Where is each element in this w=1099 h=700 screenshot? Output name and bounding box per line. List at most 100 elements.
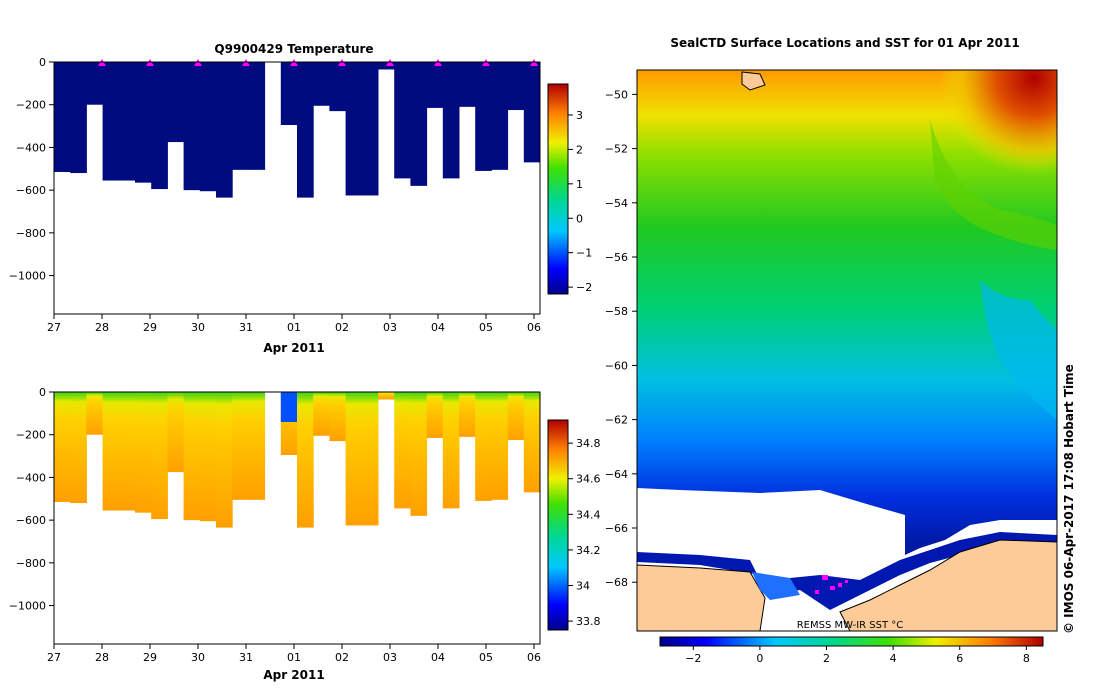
sst-colorbar-celsius-label: 4 <box>890 652 897 665</box>
sst-map-title: SealCTD Surface Locations and SST for 01… <box>670 36 1019 50</box>
salinity-profile-column <box>248 392 266 500</box>
colorbar-tick-label: 34.6 <box>576 473 601 486</box>
x-tick-label: 29 <box>143 321 157 334</box>
temperature-profile-column <box>345 62 363 196</box>
map-y-tick-label: −58 <box>605 305 628 318</box>
temperature-x-axis-label: Apr 2011 <box>263 341 324 355</box>
x-tick-label: 01 <box>287 321 301 334</box>
temperature-profile-column <box>232 62 249 170</box>
temperature-profile-column <box>523 62 540 163</box>
temperature-plot-title: Q9900429 Temperature <box>214 42 373 56</box>
temperature-profile-column <box>491 62 509 170</box>
y-tick-label: −400 <box>16 141 46 154</box>
x-tick-label: 06 <box>527 321 541 334</box>
temperature-profile-column <box>410 62 428 186</box>
temperature-profile-column <box>280 62 298 125</box>
x-tick-label: 28 <box>95 651 109 664</box>
temperature-profile-column <box>70 62 87 174</box>
salinity-profile-column <box>70 392 87 504</box>
antarctica-land <box>637 539 1057 631</box>
y-tick-label: −1000 <box>9 600 46 613</box>
map-y-tick-label: −64 <box>605 468 628 481</box>
x-tick-label: 03 <box>383 651 397 664</box>
y-tick-label: −400 <box>16 471 46 484</box>
x-tick-label: 06 <box>527 651 541 664</box>
temperature-profile-column <box>313 62 330 106</box>
temperature-profile-column <box>86 62 104 105</box>
seal-ctd-locations <box>815 575 848 594</box>
temperature-profile-column <box>329 62 347 112</box>
x-tick-label: 04 <box>431 651 445 664</box>
sst-colorbar-celsius-label: −2 <box>685 652 701 665</box>
colorbar-tick-label: 34 <box>576 580 590 593</box>
temperature-plot-frame <box>53 61 541 315</box>
x-tick-label: 28 <box>95 321 109 334</box>
temperature-profile-column <box>54 62 71 172</box>
x-tick-label: 31 <box>239 321 253 334</box>
sst-map-frame <box>636 69 1058 632</box>
y-tick-label: 0 <box>39 386 46 399</box>
sst-colorbar-celsius-label: 6 <box>956 652 963 665</box>
salinity-fresh-surface-patch <box>280 392 298 422</box>
x-tick-label: 29 <box>143 651 157 664</box>
x-tick-label: 05 <box>479 651 493 664</box>
colorbar-tick-label: −2 <box>576 281 592 294</box>
salinity-profile-column <box>507 392 525 441</box>
map-y-tick-label: −62 <box>605 414 628 427</box>
imos-credit: © IMOS 06-Apr-2017 17:08 Hobart Time <box>1062 364 1076 634</box>
colorbar-tick-label: −1 <box>576 247 592 260</box>
temperature-profile-column <box>102 62 120 181</box>
x-tick-label: 27 <box>47 651 61 664</box>
sst-colorbar-celsius-label: 0 <box>756 652 763 665</box>
map-y-tick-label: −60 <box>605 359 628 372</box>
sst-colorbar: −202468657075808590 <box>659 636 1044 665</box>
temperature-profile-column <box>475 62 492 171</box>
salinity-colorbar-ramp <box>547 419 569 631</box>
y-tick-label: −200 <box>16 99 46 112</box>
salinity-profile-column <box>297 392 314 528</box>
map-y-tick-label: −68 <box>605 576 628 589</box>
x-tick-label: 30 <box>191 321 205 334</box>
sst-colorbar-ramp <box>659 636 1044 647</box>
seal-ctd-location <box>838 583 842 587</box>
sst-colorbar-celsius-label: 2 <box>823 652 830 665</box>
x-tick-label: 04 <box>431 321 445 334</box>
y-tick-label: −800 <box>16 557 46 570</box>
map-y-tick-label: −52 <box>605 143 628 156</box>
salinity-profile-column <box>329 392 347 442</box>
sst-warm-tongue <box>900 70 1057 230</box>
temperature-profile-column <box>248 62 266 170</box>
temperature-profile-column <box>361 62 379 196</box>
salinity-profile-column <box>313 392 330 436</box>
salinity-profile-column <box>491 392 509 500</box>
x-tick-label: 31 <box>239 651 253 664</box>
temperature-profile-column <box>118 62 136 181</box>
salinity-profile-column <box>475 392 492 501</box>
temperature-profile-column <box>394 62 411 179</box>
temperature-profile-column <box>167 62 185 143</box>
sst-map <box>637 70 1057 631</box>
temperature-profile-column <box>459 62 476 107</box>
temperature-profile-column <box>151 62 168 190</box>
colorbar-tick-label: 1 <box>576 178 583 191</box>
temperature-profile-column <box>199 62 217 192</box>
colorbar-tick-label: 2 <box>576 143 583 156</box>
temperature-plot: 0 −200 −400 −600 −800 −1000 27 28 29 30 31 01 02 03 0… <box>9 56 541 334</box>
salinity-profile-column <box>118 392 136 511</box>
temperature-profile-column <box>426 62 444 108</box>
y-tick-label: 0 <box>39 56 46 69</box>
kerguelen-island <box>741 71 766 91</box>
salinity-profile-column <box>167 392 185 473</box>
colorbar-tick-label: 34.4 <box>576 508 601 521</box>
colorbar-tick-label: 3 <box>576 109 583 122</box>
temperature-profile-column <box>507 62 525 111</box>
map-y-tick-label: −56 <box>605 251 628 264</box>
salinity-profile-column <box>426 392 444 438</box>
salinity-profile-column <box>151 392 168 520</box>
y-tick-label: −800 <box>16 227 46 240</box>
salinity-profile-column <box>459 392 476 437</box>
colorbar-tick-label: 34.2 <box>576 544 601 557</box>
sst-colorbar-celsius-label: 8 <box>1023 652 1030 665</box>
salinity-profile-column <box>523 392 540 493</box>
